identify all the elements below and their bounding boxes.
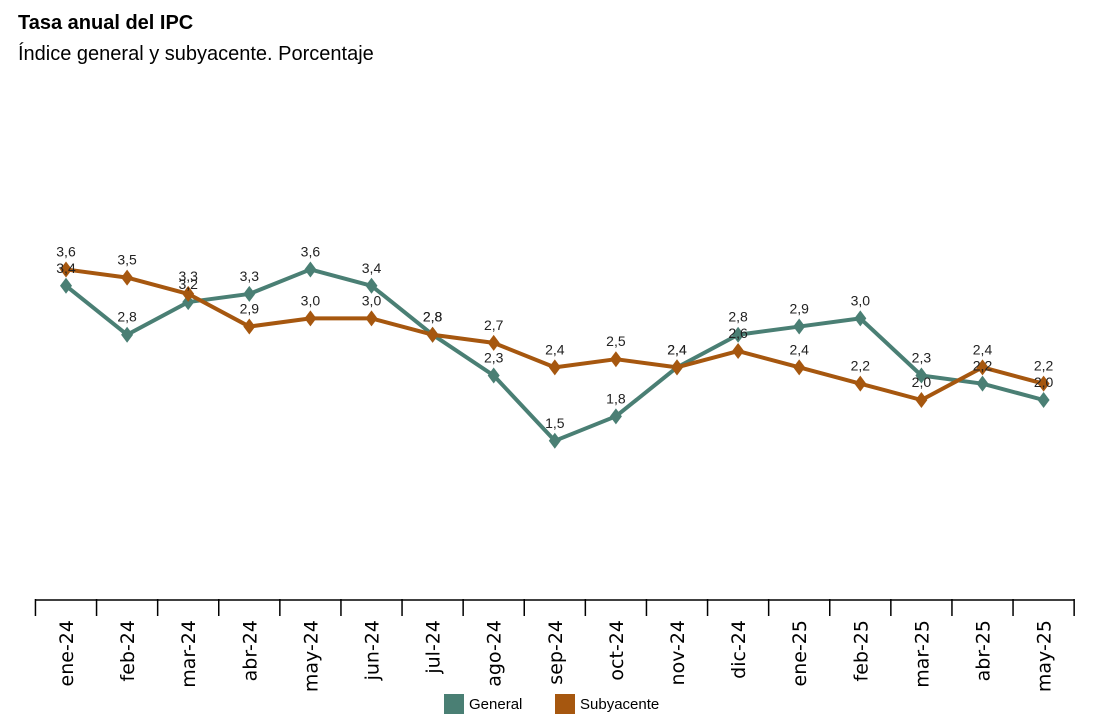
data-point-general [915, 367, 928, 384]
data-point-subyacente [976, 359, 989, 376]
data-point-general [732, 326, 745, 343]
data-label-general: 3,0 [851, 292, 871, 308]
legend-swatch-subyacente [555, 694, 575, 714]
data-point-subyacente [1037, 375, 1050, 392]
data-point-general [1037, 392, 1050, 408]
data-point-general [609, 408, 622, 425]
x-tick-label: feb-25 [850, 620, 872, 681]
data-label-subyacente: 2,6 [728, 325, 748, 341]
legend-item-subyacente: Subyacente [555, 694, 659, 714]
x-tick-label: feb-24 [117, 620, 139, 681]
data-point-general [60, 277, 72, 294]
legend-label-subyacente: Subyacente [580, 695, 660, 713]
legend-swatch-general [444, 694, 464, 714]
data-label-subyacente: 3,5 [117, 252, 137, 268]
data-label-subyacente: 2,2 [1034, 358, 1054, 374]
x-tick-label: jul-24 [423, 620, 445, 675]
data-point-subyacente [121, 269, 134, 286]
data-label-subyacente: 2,7 [484, 317, 504, 333]
x-tick-label: ene-25 [789, 620, 811, 686]
data-label-subyacente: 3,3 [178, 268, 198, 284]
data-point-subyacente [915, 392, 928, 408]
x-tick-label: mar-24 [178, 620, 200, 688]
data-point-subyacente [793, 359, 806, 376]
x-tick-label: abr-24 [239, 620, 261, 681]
chart-subtitle: Índice general y subyacente. Porcentaje [18, 43, 374, 65]
data-label-subyacente: 2,2 [851, 358, 871, 374]
data-point-general [243, 285, 256, 302]
data-point-general [793, 318, 806, 335]
x-tick-label: ene-24 [56, 620, 78, 686]
data-label-subyacente: 3,0 [362, 292, 382, 308]
data-point-subyacente [182, 285, 195, 302]
data-point-subyacente [671, 359, 683, 376]
chart-title: Tasa anual del IPC [18, 12, 194, 34]
data-point-subyacente [548, 359, 561, 376]
data-label-subyacente: 2,8 [423, 309, 443, 325]
data-label-general: 2,8 [423, 309, 443, 325]
x-tick-label: jun-24 [362, 620, 384, 681]
x-tick-label: oct-24 [606, 620, 628, 681]
data-label-general: 2,3 [484, 350, 504, 366]
data-point-subyacente [854, 375, 867, 392]
data-label-subyacente: 2,5 [606, 333, 626, 349]
data-label-general: 3,2 [178, 276, 198, 292]
data-label-general: 2,8 [117, 309, 137, 325]
data-label-general: 3,4 [362, 260, 382, 276]
data-point-subyacente [365, 310, 378, 327]
data-label-subyacente: 2,0 [912, 374, 932, 390]
x-tick-label: may-25 [1034, 620, 1056, 692]
data-label-subyacente: 2,4 [973, 341, 993, 357]
data-label-subyacente: 3,6 [56, 243, 76, 259]
data-label-subyacente: 2,9 [240, 301, 260, 317]
data-label-subyacente: 2,4 [545, 341, 565, 357]
legend-label-general: General [469, 695, 523, 713]
data-point-subyacente [60, 261, 72, 278]
legend-item-general: General [444, 694, 522, 714]
data-label-general: 2,2 [973, 358, 993, 374]
legend: General Subyacente [0, 694, 1118, 714]
data-point-general [548, 432, 561, 449]
data-label-general: 3,3 [240, 268, 260, 284]
data-label-general: 2,4 [667, 341, 687, 357]
data-point-general [854, 310, 867, 327]
data-label-general: 1,5 [545, 415, 565, 431]
data-point-subyacente [487, 334, 500, 351]
data-point-subyacente [426, 326, 439, 343]
data-point-general [365, 277, 378, 294]
data-point-subyacente [732, 343, 745, 360]
data-point-subyacente [609, 351, 622, 368]
data-point-subyacente [243, 318, 256, 335]
data-label-subyacente: 3,0 [301, 292, 321, 308]
data-point-general [976, 375, 989, 392]
data-label-general: 3,4 [56, 260, 76, 276]
data-label-general: 1,8 [606, 390, 626, 406]
data-point-general [182, 294, 195, 311]
data-label-subyacente: 2,4 [789, 341, 809, 357]
x-tick-label: mar-25 [911, 620, 933, 688]
x-tick-label: nov-24 [667, 620, 689, 685]
data-point-general [304, 261, 317, 278]
x-tick-label: sep-24 [545, 620, 567, 685]
data-label-general: 3,6 [301, 243, 321, 259]
x-tick-label: ago-24 [484, 620, 506, 687]
x-tick-label: dic-24 [728, 620, 750, 679]
data-point-general [487, 367, 500, 384]
x-tick-label: may-24 [300, 620, 322, 692]
data-label-subyacente: 2,4 [667, 341, 687, 357]
data-label-general: 2,0 [1034, 374, 1054, 390]
data-label-general: 2,3 [912, 350, 932, 366]
data-point-general [121, 326, 134, 343]
data-point-subyacente [304, 310, 317, 327]
data-label-general: 2,8 [728, 309, 748, 325]
series-line-subyacente [65, 267, 1045, 402]
x-tick-label: abr-25 [973, 620, 995, 681]
data-label-general: 2,9 [789, 301, 809, 317]
